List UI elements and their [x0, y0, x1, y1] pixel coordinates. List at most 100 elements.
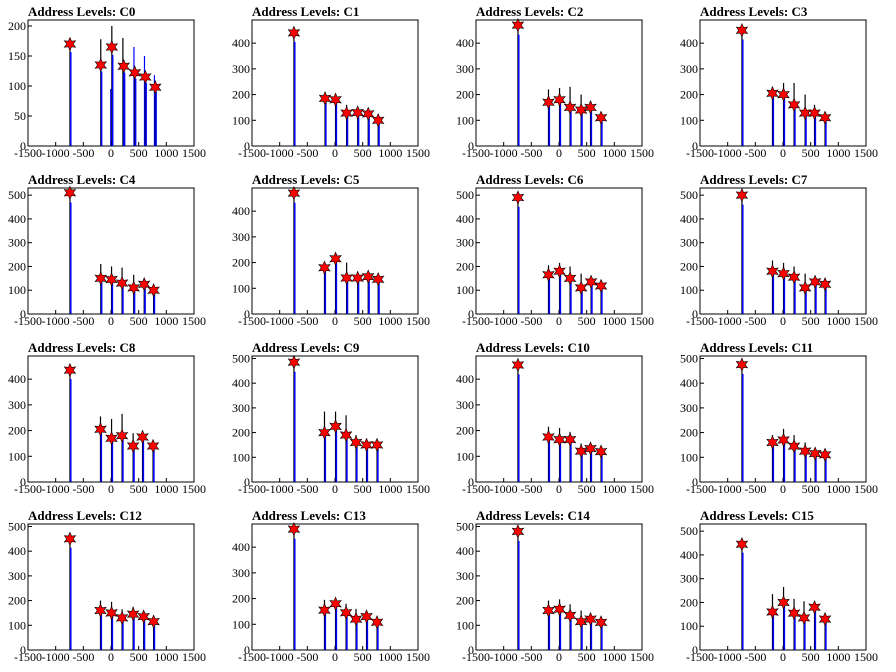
x-tick-label: 1000	[378, 482, 402, 496]
peak-marker	[339, 427, 353, 443]
x-tick-label: -500	[296, 650, 318, 664]
y-tick-label: 400	[8, 212, 26, 226]
x-tick-label: 500	[802, 146, 820, 160]
x-tick-label: 1500	[854, 314, 878, 328]
x-tick-label: 1500	[182, 146, 206, 160]
y-tick-label: 300	[8, 236, 26, 250]
peak-marker	[563, 608, 577, 623]
peak-marker	[563, 271, 577, 286]
y-tick-label: 500	[680, 351, 698, 365]
chart-title: Address Levels: C4	[28, 172, 136, 187]
peak-marker	[137, 277, 151, 292]
peak-marker	[798, 443, 812, 459]
y-tick-label: 100	[456, 618, 474, 632]
y-tick-label: 100	[8, 618, 26, 632]
y-tick-label: 0	[20, 643, 26, 657]
chart-panel: Address Levels: C15 0 100 200 300 400 500 -1500…	[672, 504, 896, 672]
y-tick-label: 300	[680, 62, 698, 76]
peak-marker	[766, 604, 779, 620]
x-tick-label: 500	[578, 314, 596, 328]
peak-marker	[147, 282, 160, 298]
x-tick-label: -1500	[238, 314, 266, 328]
x-tick-label: 500	[130, 314, 148, 328]
y-tick-label: 400	[456, 212, 474, 226]
peak-marker	[127, 280, 140, 296]
peak-marker	[553, 263, 566, 279]
x-tick-label: -1500	[462, 314, 490, 328]
y-tick-label: 400	[232, 36, 250, 50]
x-tick-label: 1500	[630, 482, 654, 496]
y-tick-label: 500	[8, 519, 26, 533]
chart-title: Address Levels: C9	[252, 340, 360, 355]
y-tick-label: 0	[20, 475, 26, 489]
x-tick-label: -1000	[42, 482, 70, 496]
y-tick-label: 400	[232, 540, 250, 554]
x-tick-label: 1000	[826, 482, 850, 496]
peak-marker	[594, 444, 608, 459]
peak-marker	[63, 531, 77, 547]
peak-marker	[105, 39, 119, 55]
x-tick-label: -1000	[490, 650, 518, 664]
y-tick-label: 0	[468, 643, 474, 657]
peak-marker	[371, 272, 385, 287]
peak-marker	[340, 270, 353, 286]
x-tick-label: 0	[780, 314, 786, 328]
peak-marker	[318, 425, 331, 440]
x-tick-label: -1500	[686, 650, 714, 664]
peak-marker	[574, 614, 588, 629]
y-tick-label: 0	[244, 475, 250, 489]
x-tick-label: -1500	[238, 146, 266, 160]
x-tick-label: 500	[802, 314, 820, 328]
y-tick-label: 300	[456, 236, 474, 250]
chart-panel: Address Levels: C6 0 100 200 300 400 500 -1500-…	[448, 168, 672, 336]
peak-marker	[787, 605, 801, 621]
x-tick-label: 0	[332, 314, 338, 328]
x-tick-label: -500	[72, 314, 94, 328]
x-tick-label: -1000	[714, 650, 742, 664]
y-tick-label: 200	[232, 256, 250, 270]
y-tick-label: 400	[456, 36, 474, 50]
peak-marker	[340, 105, 353, 121]
x-tick-label: 1500	[854, 482, 878, 496]
x-tick-label: 500	[354, 650, 372, 664]
y-tick-label: 200	[232, 88, 250, 102]
y-tick-label: 300	[456, 569, 474, 583]
chart-title: Address Levels: C3	[700, 4, 808, 19]
y-tick-label: 200	[8, 424, 26, 438]
x-tick-label: 500	[578, 146, 596, 160]
peak-marker	[318, 260, 331, 275]
x-tick-label: 1000	[154, 314, 178, 328]
peak-marker	[105, 272, 118, 287]
chart-panel: Address Levels: C5 0 100 200 300 400 -1500 -100…	[224, 168, 448, 336]
chart-plot: 0 100 200 300 400 -1500 -1000 -500 0 500 1000 1500	[232, 185, 430, 328]
peak-marker	[370, 437, 384, 453]
x-tick-label: -500	[744, 650, 766, 664]
y-tick-label: 100	[8, 79, 26, 93]
x-tick-label: 0	[108, 314, 114, 328]
y-tick-label: 100	[680, 283, 698, 297]
y-tick-label: 200	[680, 88, 698, 102]
peak-marker	[542, 429, 555, 445]
x-tick-label: 1000	[378, 314, 402, 328]
y-tick-label: 300	[680, 401, 698, 415]
y-tick-label: 300	[456, 398, 474, 412]
y-tick-label: 200	[8, 19, 26, 33]
y-tick-label: 300	[8, 398, 26, 412]
y-tick-label: 0	[468, 475, 474, 489]
x-tick-label: 0	[780, 482, 786, 496]
chart-panel: Address Levels: C9 0 100 200 300 400 500 -1500-…	[224, 336, 448, 504]
peak-marker	[128, 65, 142, 81]
peak-marker	[63, 362, 77, 378]
x-tick-label: -1500	[462, 146, 490, 160]
x-tick-label: -1000	[42, 314, 70, 328]
peak-marker	[735, 357, 749, 372]
chart-plot: 0 100 200 300 400 500 -1500 -1000 -500 0 500 1000 15…	[8, 519, 206, 664]
y-tick-label: 500	[680, 524, 698, 538]
y-tick-label: 500	[232, 351, 250, 365]
y-tick-label: 200	[232, 426, 250, 440]
y-tick-label: 300	[680, 236, 698, 250]
y-tick-label: 500	[456, 519, 474, 533]
peak-marker	[766, 435, 779, 450]
peak-marker	[115, 275, 129, 291]
y-tick-label: 100	[232, 617, 250, 631]
